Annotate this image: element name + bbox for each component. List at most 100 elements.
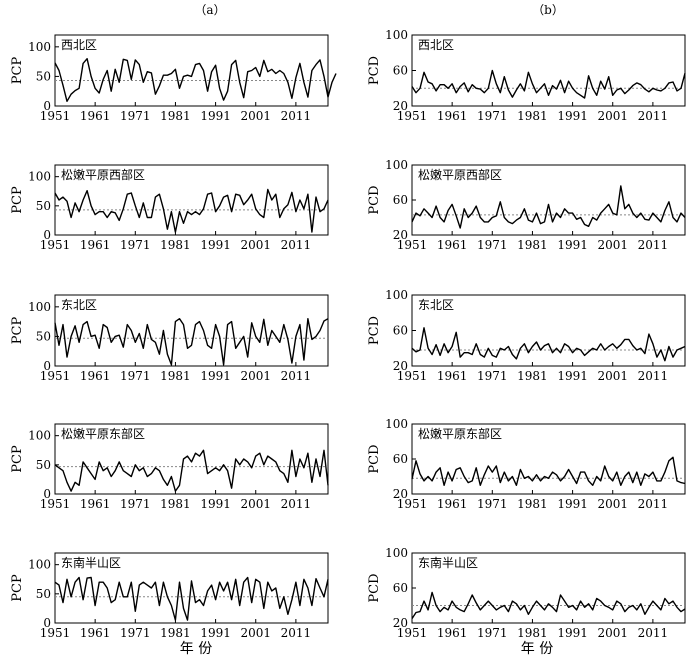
x-tick-label: 1981 <box>160 109 191 123</box>
panels: 0 50 100 1951 1961 1971 1981 1991 2001 2011 PCP 西北区… <box>10 28 686 640</box>
x-tick-label: 2001 <box>240 109 271 123</box>
x-tick-label: 2001 <box>240 497 271 511</box>
x-tick-label: 1981 <box>517 238 548 252</box>
y-tick-label: 60 <box>393 452 408 466</box>
x-tick-label: 1971 <box>477 109 508 123</box>
y-tick-label: 100 <box>28 300 51 314</box>
y-tick-label: 100 <box>28 40 51 54</box>
series-line <box>411 327 686 362</box>
x-tick-label: 1981 <box>160 369 191 383</box>
x-tick-label: 2001 <box>597 369 628 383</box>
x-tick-label: 1971 <box>120 238 151 252</box>
x-tick-label: 1951 <box>397 626 428 640</box>
region-label: 松嫩平原西部区 <box>418 167 502 182</box>
y-axis-label: PCP <box>10 574 25 602</box>
y-tick-label: 20 <box>393 228 408 242</box>
chart-panel-b4: 20 60 100 1951 1961 1971 1981 1991 2001 2011 PCD 松嫩… <box>367 417 686 511</box>
y-axis-label: PCP <box>10 186 25 214</box>
series-line <box>411 591 686 619</box>
plot-frame <box>54 423 329 495</box>
x-tick-label: 1951 <box>397 369 428 383</box>
y-tick-label: 100 <box>28 558 51 572</box>
x-tick-label: 2001 <box>597 497 628 511</box>
x-tick-label: 1961 <box>437 626 468 640</box>
x-tick-label: 2011 <box>638 109 669 123</box>
series-line <box>54 576 329 621</box>
x-tick-label: 2011 <box>638 238 669 252</box>
chart-panel-b5: 20 60 100 1951 1961 1971 1981 1991 2001 2011 PCD 东南… <box>367 546 686 640</box>
x-tick-label: 1991 <box>200 238 231 252</box>
series-line <box>411 185 686 229</box>
y-tick-label: 50 <box>36 587 51 601</box>
x-tick-label: 1971 <box>477 369 508 383</box>
y-axis-label: PCP <box>10 317 25 345</box>
y-tick-label: 20 <box>393 359 408 373</box>
y-tick-label: 50 <box>36 329 51 343</box>
x-tick-label: 1991 <box>557 369 588 383</box>
x-tick-label: 1961 <box>437 109 468 123</box>
y-tick-label: 60 <box>393 581 408 595</box>
x-tick-label: 1991 <box>557 238 588 252</box>
x-tick-label: 1951 <box>397 497 428 511</box>
x-tick-label: 1971 <box>477 238 508 252</box>
y-tick-label: 50 <box>36 199 51 213</box>
x-tick-label: 1971 <box>120 109 151 123</box>
x-tick-label: 1961 <box>80 497 111 511</box>
plot-frame <box>54 294 329 367</box>
chart-panel-a5: 0 50 100 1951 1961 1971 1981 1991 2001 2011 PCP 东南半… <box>10 552 329 640</box>
y-axis-label: PCP <box>10 57 25 85</box>
x-tick-label: 1961 <box>80 109 111 123</box>
y-tick-label: 20 <box>393 487 408 501</box>
x-tick-label: 1981 <box>517 369 548 383</box>
x-tick-label: 2011 <box>281 626 312 640</box>
x-tick-label: 2011 <box>281 497 312 511</box>
y-tick-label: 100 <box>385 288 408 302</box>
x-tick-label: 1981 <box>160 497 191 511</box>
y-tick-label: 60 <box>393 324 408 338</box>
chart-panel-b2: 20 60 100 1951 1961 1971 1981 1991 2001 2011 PCD 松嫩… <box>367 158 686 252</box>
x-tick-label: 1971 <box>120 497 151 511</box>
region-label: 东南半山区 <box>61 555 121 570</box>
x-tick-label: 2001 <box>240 626 271 640</box>
y-tick-label: 20 <box>393 616 408 630</box>
x-tick-label: 1991 <box>200 626 231 640</box>
y-axis-label: PCD <box>367 56 382 85</box>
y-tick-label: 60 <box>393 64 408 78</box>
x-tick-label: 1971 <box>120 626 151 640</box>
y-tick-label: 0 <box>43 616 51 630</box>
chart-panel-a1: 0 50 100 1951 1961 1971 1981 1991 2001 2011 PCP 西北区 <box>10 34 337 123</box>
chart-panel-a3: 0 50 100 1951 1961 1971 1981 1991 2001 2011 PCP 东北区 <box>10 294 329 383</box>
region-label: 松嫩平原西部区 <box>61 167 145 182</box>
y-axis-label: PCD <box>367 316 382 345</box>
x-tick-label: 2011 <box>281 238 312 252</box>
chart-panel-a2: 0 50 100 1951 1961 1971 1981 1991 2001 2011 PCP 松嫩平… <box>10 164 329 252</box>
x-tick-label: 1991 <box>557 497 588 511</box>
plot-frame <box>54 552 329 624</box>
series-line <box>54 318 329 366</box>
x-tick-label: 1951 <box>40 109 71 123</box>
x-tick-label: 1981 <box>517 497 548 511</box>
region-label: 松嫩平原东部区 <box>61 426 145 441</box>
x-tick-label: 1951 <box>40 238 71 252</box>
y-tick-label: 100 <box>385 546 408 560</box>
bottom-xlabel-a: 年 份 <box>180 641 212 657</box>
bottom-xlabel-b: 年 份 <box>521 641 553 657</box>
x-tick-label: 1991 <box>557 109 588 123</box>
x-tick-label: 2011 <box>281 109 312 123</box>
x-tick-label: 2001 <box>597 626 628 640</box>
x-tick-label: 2001 <box>240 369 271 383</box>
y-tick-label: 50 <box>36 458 51 472</box>
x-tick-label: 1961 <box>437 369 468 383</box>
y-tick-label: 50 <box>36 69 51 83</box>
region-label: 松嫩平原东部区 <box>418 426 502 441</box>
x-tick-label: 1961 <box>80 238 111 252</box>
x-tick-label: 1971 <box>120 369 151 383</box>
y-tick-label: 0 <box>43 228 51 242</box>
y-tick-label: 100 <box>28 170 51 184</box>
y-axis-label: PCD <box>367 444 382 473</box>
y-tick-label: 100 <box>385 28 408 42</box>
y-tick-label: 0 <box>43 487 51 501</box>
x-tick-label: 1981 <box>517 626 548 640</box>
column-label-b: （b） <box>532 3 564 17</box>
